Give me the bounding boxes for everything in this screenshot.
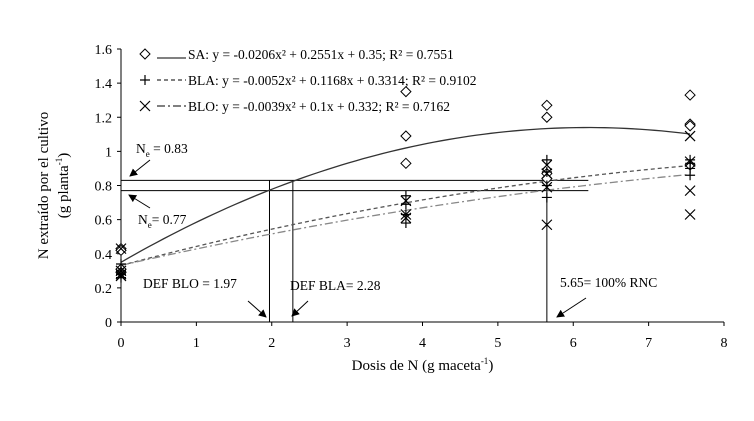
x-tick-label: 4 [419, 336, 426, 351]
annotation-ne-high-sub: e [146, 149, 150, 159]
data-point-sa [541, 99, 553, 112]
y-tick-label: 0.8 [95, 180, 113, 195]
y-axis-label-close: ) [56, 153, 72, 158]
legend-entry-sa: SA: y = -0.0206x² + 0.2551x + 0.35; R² =… [139, 47, 454, 62]
x-axis-label-close: ) [488, 358, 493, 374]
annotation-ne-low-prefix: N [138, 212, 148, 227]
reference-lines [121, 179, 589, 322]
legend-label-blo: BLO: y = -0.0039x² + 0.1x + 0.332; R² = … [188, 99, 450, 114]
data-point-blo [115, 270, 127, 282]
x-tick-label: 8 [721, 336, 728, 351]
y-tick-label: 1.4 [95, 77, 113, 92]
legend-entry-bla: BLA: y = -0.0052x² + 0.1168x + 0.3314; R… [140, 73, 477, 88]
data-point-blo [684, 156, 696, 168]
y-axis-label-line2-main: (g planta [56, 165, 72, 218]
legend: SA: y = -0.0206x² + 0.2551x + 0.35; R² =… [139, 47, 477, 114]
x-tick-label: 3 [344, 336, 351, 351]
x-tick-label: 2 [268, 336, 275, 351]
x-axis-label-sup: -1 [481, 356, 489, 366]
data-point-bla [541, 166, 552, 177]
data-point-bla [541, 192, 552, 203]
legend-label-bla: BLA: y = -0.0052x² + 0.1168x + 0.3314; R… [188, 73, 477, 88]
data-point-blo [684, 209, 696, 220]
data-point-bla [541, 180, 552, 191]
annotation-rnc: 5.65= 100% RNC [560, 275, 657, 290]
data-point-bla [685, 170, 696, 181]
x-tick-label: 6 [570, 336, 577, 351]
annotation-ne-high: Ne = 0.83 [136, 141, 188, 159]
annotation-def-bla: DEF BLA= 2.28 [290, 278, 381, 293]
data-point-blo [541, 159, 553, 171]
y-axis-label-line1: N extraído por el cultivo [36, 112, 52, 259]
y-tick-label: 1.6 [95, 43, 113, 58]
annotation-arrow-def-blo [247, 300, 267, 318]
annotation-def-blo: DEF BLO = 1.97 [143, 276, 237, 291]
annotation-arrow-def-bla [291, 300, 309, 317]
data-point-blo [541, 181, 553, 193]
tick-labels: 0 0.2 0.4 0.6 0.8 1 1.2 1.4 1.6 0 1 2 3 4 5 6 7 8 [95, 43, 728, 351]
legend-label-sa: SA: y = -0.0206x² + 0.2551x + 0.35; R² =… [188, 47, 454, 62]
x-tick-label: 1 [193, 336, 200, 351]
legend-marker-plus [140, 75, 150, 85]
annotation-ne-low-sub: e [148, 220, 152, 230]
data-point-sa [115, 244, 127, 257]
annotation-ne-high-prefix: N [136, 141, 146, 156]
data-point-sa [400, 157, 412, 170]
data-point-blo [541, 168, 553, 179]
y-tick-label: 0.6 [95, 214, 113, 229]
data-point-blo [400, 209, 412, 220]
data-point-sa [541, 111, 553, 123]
data-point-blo [400, 212, 412, 224]
x-axis-label-main: Dosis de N (g maceta [352, 358, 481, 374]
y-tick-label: 1 [105, 145, 112, 160]
annotation-arrow-ne-high [129, 159, 151, 177]
y-axis-label: N extraído por el cultivo (g planta-1) [36, 112, 72, 259]
annotation-arrow-rnc [556, 297, 587, 318]
legend-marker-x [139, 100, 151, 112]
x-tick-label: 0 [118, 336, 125, 351]
annotation-ne-low-suffix: = 0.77 [152, 212, 187, 227]
x-tick-label: 5 [494, 336, 501, 351]
data-point-blo [541, 219, 553, 231]
trend-curve-sa [120, 126, 691, 263]
data-points [115, 85, 696, 283]
data-point-sa [684, 89, 696, 101]
y-axis-label-sup: -1 [54, 158, 64, 166]
data-point-bla [400, 218, 411, 229]
data-point-bla [541, 154, 552, 165]
y-tick-label: 1.2 [95, 111, 113, 126]
data-point-bla [400, 190, 411, 201]
y-tick-label: 0.4 [95, 248, 113, 263]
trend-curve-bla [120, 164, 691, 267]
legend-marker-diamond [139, 48, 151, 60]
y-tick-label: 0 [105, 316, 112, 331]
legend-marker-shape [139, 48, 151, 60]
x-tick-label: 7 [645, 336, 652, 351]
data-point-blo [115, 268, 127, 280]
data-point-sa [684, 120, 696, 132]
legend-marker-shape [139, 100, 151, 112]
data-point-sa [400, 85, 412, 98]
annotation-ne-low: Ne= 0.77 [138, 212, 187, 230]
legend-marker-shape [140, 75, 150, 85]
y-axis-label-line2: (g planta-1) [54, 153, 72, 218]
y-tick-label: 0.2 [95, 282, 113, 297]
annotation-arrow-ne-low [128, 194, 151, 209]
data-point-sa [400, 130, 412, 142]
data-point-blo [115, 243, 127, 255]
data-point-blo [684, 185, 696, 197]
legend-entry-blo: BLO: y = -0.0039x² + 0.1x + 0.332; R² = … [139, 99, 450, 114]
data-point-blo [400, 195, 412, 207]
annotation-ne-high-suffix: = 0.83 [150, 141, 188, 156]
x-axis-label: Dosis de N (g maceta-1) [352, 356, 494, 374]
data-point-blo [115, 265, 127, 277]
data-point-blo [684, 130, 696, 142]
